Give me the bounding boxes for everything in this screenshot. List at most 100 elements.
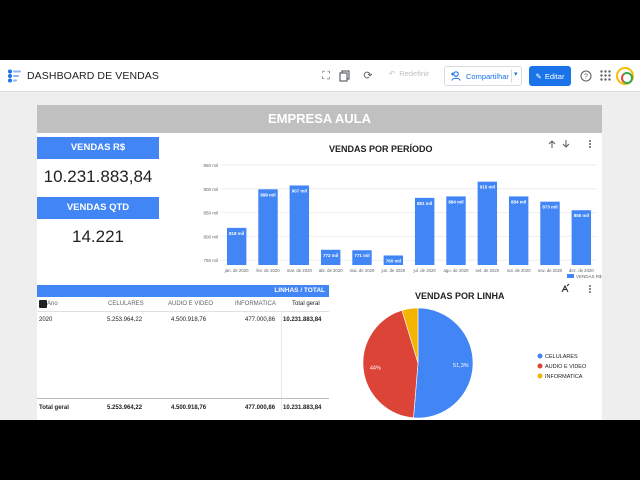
y-tick-label: 850 mil: [203, 211, 218, 216]
header-informatica[interactable]: INFORMATICA: [235, 301, 276, 307]
share-dropdown-icon[interactable]: ▾: [514, 71, 518, 78]
header-audio-video[interactable]: AUDIO E VIDEO: [168, 301, 214, 307]
bar[interactable]: [571, 210, 592, 265]
bar-data-label: 884 mil: [511, 199, 526, 204]
drill-down-icon[interactable]: [561, 283, 570, 293]
pie-slice[interactable]: [401, 307, 419, 364]
fullscreen-icon[interactable]: ⛶: [322, 70, 330, 82]
y-tick-label: 950 mil: [203, 163, 218, 168]
bar[interactable]: [352, 250, 372, 265]
x-tick-label: out. de 2020: [507, 268, 532, 273]
reset-button[interactable]: ↶ Redefinir: [389, 69, 429, 78]
bar[interactable]: [289, 185, 310, 265]
kpi-sales-value: 10.231.883,84: [43, 167, 153, 186]
legend-label[interactable]: CELULARES: [545, 354, 578, 360]
total-column-divider: [281, 311, 282, 412]
collapse-icon[interactable]: [39, 300, 47, 308]
undo-icon: ↶: [389, 69, 396, 78]
apps-grid-icon[interactable]: [597, 68, 613, 84]
legend-dot: [537, 353, 543, 359]
legend-label[interactable]: INFORMATICA: [545, 374, 583, 380]
cell-total: 10.231.883,84: [283, 317, 322, 323]
y-tick-label: 750 mil: [203, 258, 218, 263]
svg-text:?: ?: [584, 74, 588, 81]
legend-label[interactable]: AUDIO E VIDEO: [545, 364, 587, 370]
bar-data-label: 772 mil: [323, 253, 338, 258]
pie-data-label: 44%: [370, 366, 381, 372]
x-tick-label: jul. de 2020: [413, 268, 437, 273]
kpi-qty-value: 14.221: [72, 227, 124, 246]
app-window: DASHBOARD DE VENDAS ⛶ ⟳ ↶ Redefinir Comp…: [0, 60, 640, 420]
header-year[interactable]: Ano: [47, 301, 58, 307]
x-tick-label: dez. de 2020: [569, 268, 594, 273]
y-tick-label: 800 mil: [203, 234, 218, 239]
app-bar: DASHBOARD DE VENDAS ⛶ ⟳ ↶ Redefinir Comp…: [0, 60, 640, 92]
bar[interactable]: [540, 201, 560, 265]
bar[interactable]: [414, 197, 435, 265]
refresh-icon[interactable]: ⟳: [363, 70, 373, 82]
table-title: LINHAS / TOTAL: [37, 285, 329, 297]
reset-label: Redefinir: [399, 69, 430, 78]
cell-audio-video: 4.500.918,76: [171, 317, 207, 323]
pie-menu-icon[interactable]: [589, 285, 591, 293]
legend-label[interactable]: VENDAS R$: [576, 274, 602, 279]
pie-slice[interactable]: [413, 307, 474, 419]
table-header-divider: [37, 311, 329, 312]
cell-informatica: 477.000,86: [245, 317, 276, 323]
bar-data-label: 915 mil: [480, 185, 495, 190]
total-informatica: 477.000,86: [245, 405, 276, 411]
sales-by-line-pie-chart[interactable]: 51,3% 44% CELULARES AUDIO E VIDEO INFORMATIC…: [357, 299, 602, 420]
report-title[interactable]: DASHBOARD DE VENDAS: [27, 70, 160, 82]
total-grand: 10.231.883,84: [283, 405, 322, 411]
header-celulares[interactable]: CELULARES: [108, 301, 144, 307]
pie-slice[interactable]: [362, 310, 419, 419]
pie-data-label: 51,3%: [453, 363, 469, 369]
header-total[interactable]: Total geral: [292, 301, 320, 307]
sort-up-icon[interactable]: [548, 140, 556, 148]
bar-data-label: 899 mil: [260, 192, 275, 197]
pie-chart-controls: [561, 283, 591, 293]
bar-data-label: 760 mil: [386, 258, 401, 263]
company-banner: EMPRESA AULA: [37, 105, 602, 133]
legend-dot: [537, 373, 543, 379]
table-header-row: − Ano CELULARES AUDIO E VIDEO INFORMATIC…: [37, 297, 329, 311]
kpi-sales-label: VENDAS R$: [37, 137, 159, 159]
bar[interactable]: [320, 249, 341, 265]
bar[interactable]: [383, 255, 404, 265]
bar[interactable]: [508, 196, 529, 265]
x-tick-label: fev. de 2020: [256, 268, 280, 273]
edit-button[interactable]: ✎ Editar: [529, 66, 571, 86]
bar-data-label: 771 mil: [354, 253, 369, 258]
cell-year: 2020: [39, 317, 53, 323]
bar-data-label: 884 mil: [448, 199, 463, 204]
bar[interactable]: [258, 189, 278, 265]
lines-total-table[interactable]: LINHAS / TOTAL − Ano CELULARES AUDIO E V…: [37, 285, 329, 420]
legend-swatch: [567, 274, 574, 278]
legend-dot: [537, 363, 543, 369]
looker-studio-logo-icon[interactable]: [6, 68, 22, 84]
total-label: Total geral: [39, 405, 69, 411]
video-letterbox-bottom: [0, 420, 640, 480]
x-tick-label: mai. de 2020: [350, 268, 375, 273]
bar[interactable]: [226, 227, 247, 265]
bar-data-label: 881 mil: [417, 201, 432, 206]
chart-menu-icon[interactable]: [589, 140, 591, 148]
total-celulares: 5.253.964,22: [107, 405, 143, 411]
x-tick-label: abr. de 2020: [319, 268, 344, 273]
total-audio-video: 4.500.918,76: [171, 405, 207, 411]
account-avatar[interactable]: [616, 67, 634, 85]
period-chart-controls: [548, 140, 591, 148]
bar[interactable]: [477, 181, 498, 265]
help-icon[interactable]: ?: [578, 68, 594, 84]
kpi-qty-label: VENDAS QTD: [37, 197, 159, 219]
cell-celulares: 5.253.964,22: [107, 317, 143, 323]
x-tick-label: set. de 2020: [476, 268, 500, 273]
bar[interactable]: [446, 196, 466, 265]
period-bar-chart[interactable]: 750 mil 800 mil 850 mil 900 mil 950 mil 818 m…: [159, 155, 602, 280]
table-total-row: Total geral 5.253.964,22 4.500.918,76 47…: [37, 401, 329, 415]
share-button[interactable]: Compartilhar ▾: [444, 66, 522, 86]
copy-icon[interactable]: [337, 68, 353, 84]
share-label: Compartilhar: [466, 71, 509, 81]
period-chart-title: VENDAS POR PERÍODO: [329, 144, 433, 154]
sort-down-icon[interactable]: [562, 140, 570, 148]
